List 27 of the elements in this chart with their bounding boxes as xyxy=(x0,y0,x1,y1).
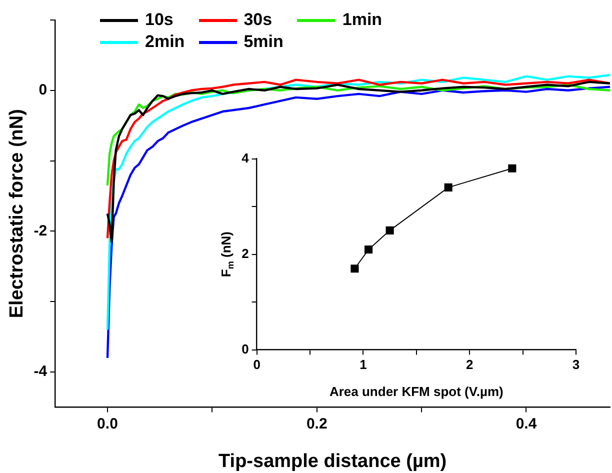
y-tick-label: 0 xyxy=(38,82,48,99)
x-tick-label: 1 xyxy=(360,357,367,372)
legend-label: 10s xyxy=(145,10,174,30)
x-axis-title: Tip-sample distance (µm) xyxy=(218,450,447,472)
y-tick-label: 2 xyxy=(242,246,249,261)
legend-label: 2min xyxy=(145,32,185,52)
legend-label: 5min xyxy=(244,32,284,52)
point xyxy=(444,183,452,192)
y-tick-label: -2 xyxy=(34,222,48,240)
point xyxy=(350,264,359,273)
y-tick-label: -4 xyxy=(34,363,48,380)
x-tick-label: 0.2 xyxy=(306,415,328,432)
point xyxy=(364,245,373,254)
legend-label: 30s xyxy=(244,10,272,30)
x-axis-title: Area under KFM spot (V.µm) xyxy=(329,384,504,399)
y-axis-title: Fm (nN) xyxy=(218,232,236,278)
y-tick-label: 0 xyxy=(242,341,249,356)
y-axis-title: Electrostatic force (nN) xyxy=(6,109,28,318)
point xyxy=(386,226,394,234)
x-tick-label: 0.0 xyxy=(97,415,118,432)
x-tick-label: 0 xyxy=(253,357,260,372)
point xyxy=(508,164,516,172)
x-tick-label: 2 xyxy=(466,357,474,372)
y-tick-label: 4 xyxy=(242,150,250,166)
x-tick-label: 3 xyxy=(572,357,580,372)
legend-label: 1min xyxy=(342,10,382,30)
x-tick-label: 0.4 xyxy=(516,415,538,432)
